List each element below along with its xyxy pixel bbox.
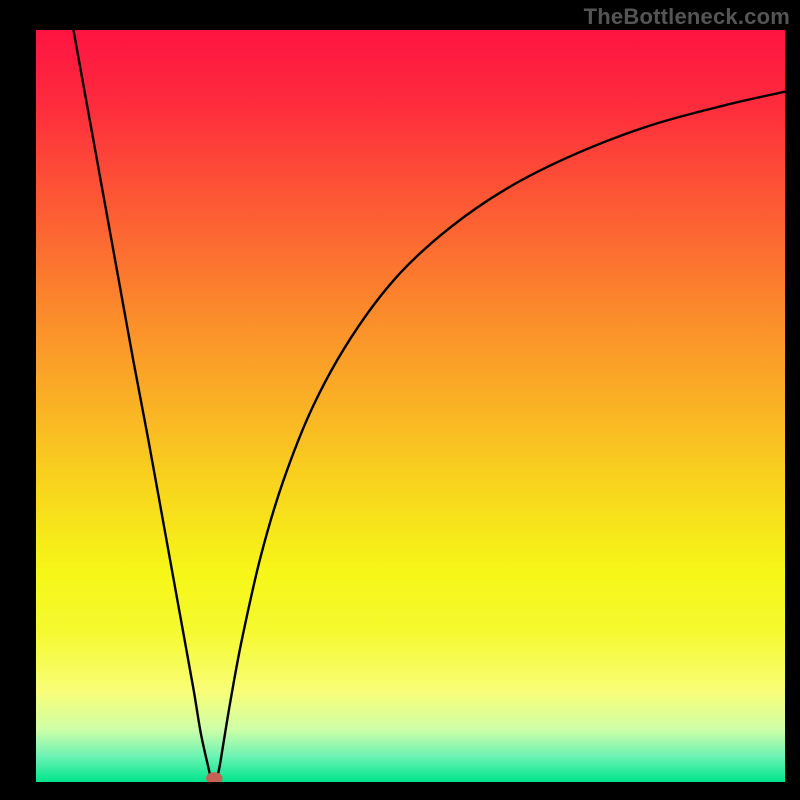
bottleneck-curve-chart <box>36 30 785 782</box>
chart-frame: TheBottleneck.com <box>0 0 800 800</box>
gradient-background <box>36 30 785 782</box>
watermark-text: TheBottleneck.com <box>584 4 790 30</box>
plot-area <box>36 30 785 782</box>
